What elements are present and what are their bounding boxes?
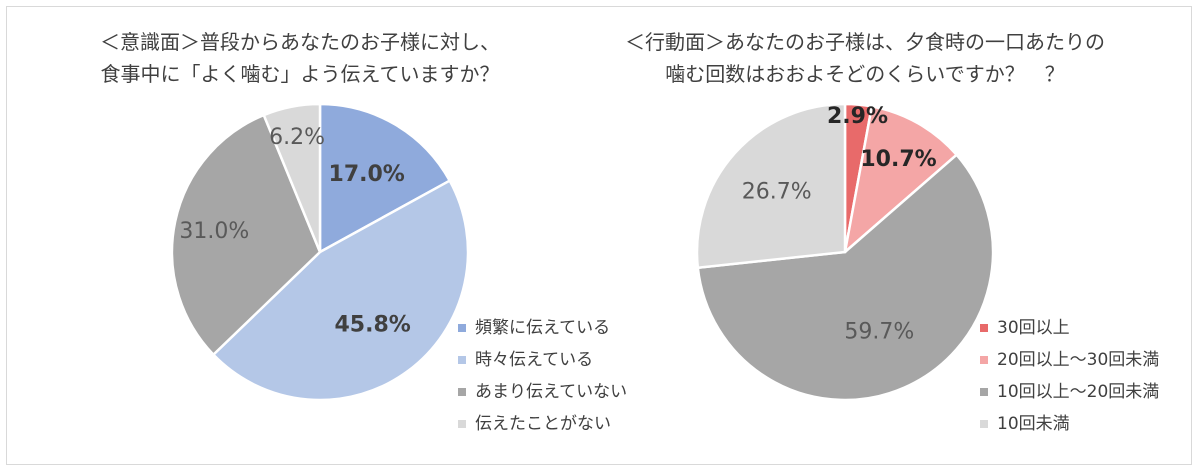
chart-frame <box>6 6 1192 465</box>
data-label: 59.7% <box>844 320 914 345</box>
chart-title: ＜意識面＞普段からあなたのお子様に対し、 食事中に「よく噛む」よう伝えていますか… <box>0 26 600 90</box>
legend-item: 時々伝えている <box>458 344 627 376</box>
awareness-pie-chart: 17.0% 45.8% 31.0% 6.2% <box>170 102 470 402</box>
legend-item: あまり伝えていない <box>458 376 627 408</box>
chart-legend: 頻繁に伝えている 時々伝えている あまり伝えていない 伝えたことがない <box>458 312 627 440</box>
data-label: 2.9% <box>827 104 888 129</box>
data-label: 10.7% <box>860 147 936 172</box>
legend-item: 伝えたことがない <box>458 408 627 440</box>
pie-slice <box>262 102 322 253</box>
data-label: 26.7% <box>742 180 812 205</box>
chart-legend: 30回以上 20回以上～30回未満 10回以上～20回未満 10回未満 <box>980 312 1159 440</box>
pie-slice <box>695 102 847 270</box>
behavior-pie-chart: 2.9% 10.7% 59.7% 26.7% <box>695 102 995 402</box>
chart-title-line-1: ＜意識面＞普段からあなたのお子様に対し、 <box>100 30 500 54</box>
chart-title-line-2: 噛む回数はおおよそどのくらいですか？ ？ <box>665 62 1065 86</box>
legend-item: 20回以上～30回未満 <box>980 344 1159 376</box>
legend-label: 頻繁に伝えている <box>475 318 611 338</box>
legend-swatch <box>458 420 466 428</box>
data-label: 45.8% <box>334 313 410 338</box>
chart-title: ＜行動面＞あなたのお子様は、夕食時の一口あたりの 噛む回数はおおよそどのくらいで… <box>600 26 1130 90</box>
legend-swatch <box>458 356 466 364</box>
pie-slice <box>843 104 959 256</box>
pie-slice <box>170 113 322 357</box>
legend-swatch <box>458 324 466 332</box>
awareness-pie-panel: ＜意識面＞普段からあなたのお子様に対し、 食事中に「よく噛む」よう伝えていますか… <box>0 26 627 434</box>
chart-title-line-1: ＜行動面＞あなたのお子様は、夕食時の一口あたりの <box>625 30 1105 54</box>
legend-swatch <box>980 388 988 396</box>
pie-slice <box>696 153 995 402</box>
data-label: 31.0% <box>179 219 249 244</box>
legend-label: あまり伝えていない <box>475 382 628 402</box>
legend-label: 20回以上～30回未満 <box>997 350 1160 370</box>
legend-label: 時々伝えている <box>475 350 594 370</box>
behavior-pie-panel: ＜行動面＞あなたのお子様は、夕食時の一口あたりの 噛む回数はおおよそどのくらいで… <box>600 0 1200 473</box>
legend-item: 10回以上～20回未満 <box>980 376 1159 408</box>
chart-title-line-2: 食事中に「よく噛む」よう伝えていますか？ <box>100 62 500 86</box>
legend-swatch <box>980 420 988 428</box>
legend-swatch <box>980 324 988 332</box>
legend-label: 10回以上～20回未満 <box>997 382 1160 402</box>
legend-label: 30回以上 <box>997 318 1070 338</box>
legend-swatch <box>458 388 466 396</box>
legend-swatch <box>980 356 988 364</box>
legend-item: 30回以上 <box>980 312 1159 344</box>
legend-item: 頻繁に伝えている <box>458 312 627 344</box>
legend-label: 伝えたことがない <box>475 414 611 434</box>
pie-slice <box>211 179 470 402</box>
pie-slice <box>318 102 452 255</box>
data-label: 6.2% <box>269 125 325 150</box>
legend-label: 10回未満 <box>997 414 1070 434</box>
data-label: 17.0% <box>329 162 405 187</box>
legend-item: 10回未満 <box>980 408 1159 440</box>
